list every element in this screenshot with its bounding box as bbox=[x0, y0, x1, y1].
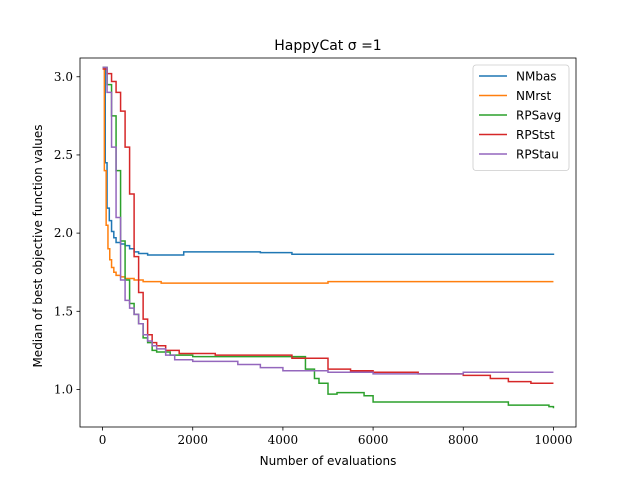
legend-label-rpsavg: RPSavg bbox=[516, 109, 561, 123]
legend-label-nmrst: NMrst bbox=[516, 89, 552, 103]
chart-title: HappyCat σ =1 bbox=[274, 38, 381, 54]
y-tick-label: 1.0 bbox=[54, 382, 73, 396]
legend: NMbas NMrst RPSavg RPStst RPStau bbox=[472, 64, 570, 171]
x-tick-label: 6000 bbox=[358, 433, 389, 447]
x-tick-label: 0 bbox=[99, 433, 107, 447]
y-axis-label: Median of best objective function values bbox=[31, 124, 45, 367]
y-tick-label: 2.5 bbox=[54, 148, 73, 162]
series-line-rpstau bbox=[102, 66, 554, 375]
legend-label-nmbas: NMbas bbox=[516, 70, 557, 84]
y-tick-label: 2.0 bbox=[54, 226, 73, 240]
plot-area: 0 2000 4000 6000 8000 10000 1.0 1.5 2.0 2.5 3.0 bbox=[54, 57, 577, 447]
x-axis-label: Number of evaluations bbox=[260, 454, 397, 468]
x-tick-label: 8000 bbox=[448, 433, 479, 447]
y-tick-label: 3.0 bbox=[54, 70, 73, 84]
series-line-nmrst bbox=[102, 66, 554, 284]
x-tick-label: 4000 bbox=[268, 433, 299, 447]
legend-label-rpstst: RPStst bbox=[516, 128, 555, 142]
legend-box bbox=[472, 64, 570, 171]
x-tick-label: 2000 bbox=[177, 433, 208, 447]
legend-label-rpstau: RPStau bbox=[516, 148, 559, 162]
series-line-rpsavg bbox=[102, 66, 555, 409]
axes-frame bbox=[79, 57, 577, 428]
y-tick-label: 1.5 bbox=[54, 304, 73, 318]
x-tick-label: 10000 bbox=[534, 433, 572, 447]
series-line-nmbas bbox=[102, 66, 555, 256]
